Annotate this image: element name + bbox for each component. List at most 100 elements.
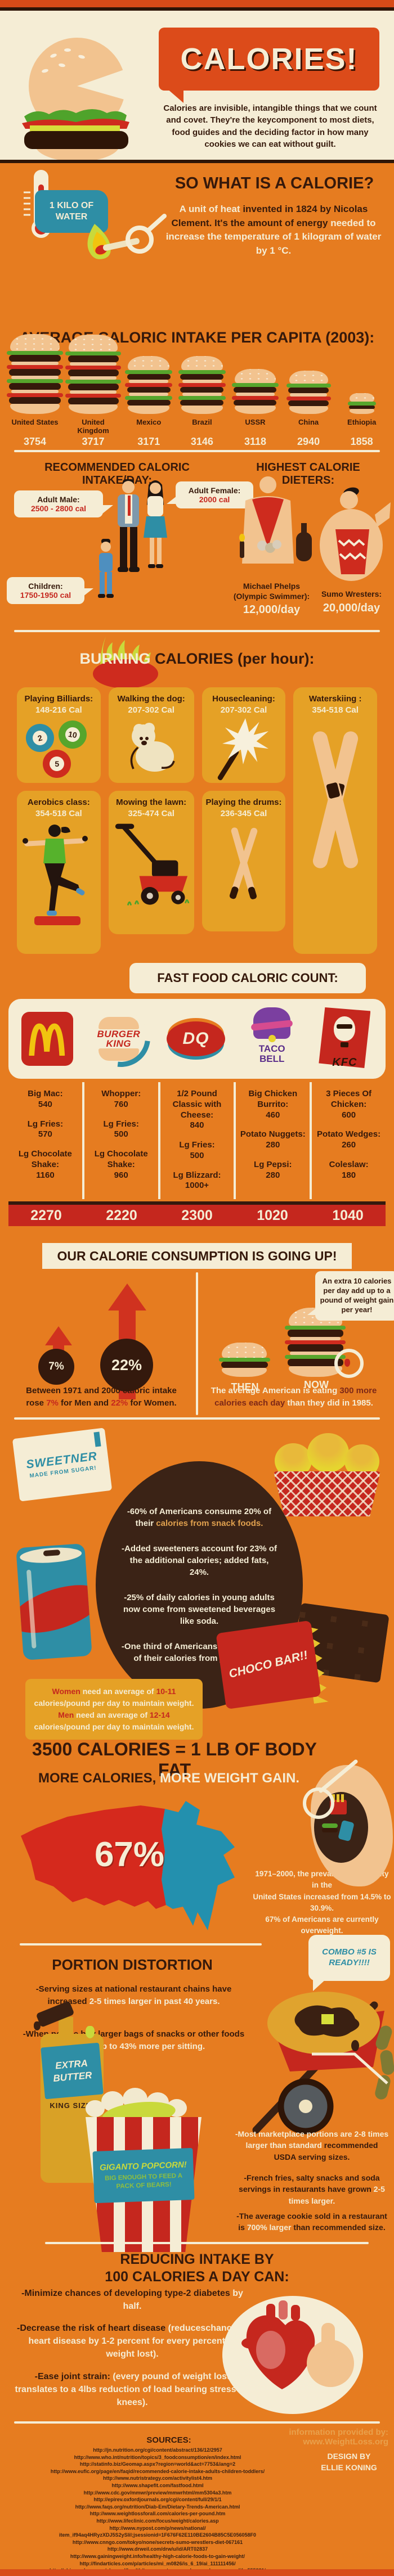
card-dog: Walking the dog: 207-302 Cal xyxy=(108,687,194,783)
seg-highlight: 2-5 times larger. xyxy=(288,2185,385,2205)
item-label: Big Mac: xyxy=(28,1089,63,1098)
header-section: CALORIES! Calories are invisible, intang… xyxy=(0,11,394,161)
activity-name: Walking the dog: xyxy=(117,694,185,704)
callout-text: An extra 10 calories per day add up to a… xyxy=(320,1277,394,1314)
reducing-bullet-1: -Minimize chances of developing type-2 d… xyxy=(20,2287,245,2313)
divider xyxy=(14,2421,380,2424)
burger-king-logo: BURGER KING xyxy=(89,1010,148,1068)
colonel-face-icon xyxy=(334,1016,356,1041)
sumo-name: Sumo Wresters: xyxy=(321,589,382,598)
seg-highlight: calories from snack foods. xyxy=(156,1519,263,1528)
soda-can-icon xyxy=(16,1543,92,1661)
match-flame-icon xyxy=(87,214,167,259)
divider xyxy=(14,1417,380,1420)
sumo-value: 20,000/day xyxy=(323,601,380,614)
page-title: CALORIES! xyxy=(180,42,358,76)
item-label: Potato Nuggets: xyxy=(240,1129,306,1140)
sumo-icon xyxy=(320,487,391,581)
country-label: China xyxy=(298,418,319,426)
item-label: Lg Blizzard: xyxy=(173,1170,221,1180)
item-label: Coleslaw: xyxy=(329,1159,369,1169)
item-label: 1/2 Pound Classic with Cheese: xyxy=(172,1089,222,1120)
country-label: Brazil xyxy=(192,418,212,426)
obesity-line-3: 67% of Americans are currently overweigh… xyxy=(265,1915,379,1935)
activity-calories: 325-474 Cal xyxy=(128,809,174,818)
total-kfc: 1040 xyxy=(332,1207,364,1223)
heart-icon xyxy=(241,2300,354,2389)
dq-text: DQ xyxy=(182,1029,209,1048)
seg-highlight: Men xyxy=(58,1710,74,1719)
activity-name: Housecleaning: xyxy=(212,694,275,704)
portion-title: PORTION DISTORTION xyxy=(52,1956,213,1973)
hamburger-icon xyxy=(286,371,331,414)
intake-column: United States 3754 xyxy=(7,334,63,448)
hamburger-icon xyxy=(231,369,279,414)
activity-calories: 236-345 Cal xyxy=(220,809,267,818)
item-value: 500 xyxy=(190,1150,204,1160)
card-billiards: Playing Billiards: 148-216 Cal 2 10 5 xyxy=(17,687,101,783)
item-value: 540 xyxy=(38,1099,52,1109)
combo-line-1: COMBO #5 IS xyxy=(322,1947,377,1957)
item-value: 840 xyxy=(190,1120,204,1131)
phelps-role: (Olympic Swimmer): xyxy=(233,591,310,601)
then-label: THEN xyxy=(231,1381,259,1393)
dieters-title: HIGHEST CALORIE DIETERS: xyxy=(256,461,360,487)
seg: than they did in 1985. xyxy=(285,1398,373,1408)
country-label: USSR xyxy=(245,418,266,426)
children-value: 1750-1950 cal xyxy=(20,591,71,600)
design-line-1: DESIGN BY xyxy=(327,2452,371,2461)
what-is-calorie-text: A unit of heat invented in 1824 by Nicol… xyxy=(162,202,385,258)
item-value: 500 xyxy=(114,1129,128,1140)
activity-name: Playing Billiards: xyxy=(24,694,93,704)
bottom-band xyxy=(0,2569,394,2576)
wheelbarrow-icon xyxy=(252,1992,394,2134)
item-value: 1160 xyxy=(36,1170,55,1180)
snack-bullet-3: -25% of daily calories in young adults n… xyxy=(123,1593,276,1626)
women-percent: 22% xyxy=(111,1356,142,1373)
country-value: 3717 xyxy=(82,436,105,447)
seg-highlight: 12-14 xyxy=(149,1710,170,1719)
seg-highlight: 22% xyxy=(111,1398,128,1408)
intro-text: Calories are invisible, intangible thing… xyxy=(163,103,377,149)
extra-calories-callout: An extra 10 calories per day add up to a… xyxy=(307,1271,394,1321)
phelps-label: Michael Phelps (Olympic Swimmer): 12,000… xyxy=(225,582,318,616)
portion-bullet-5: -The average cookie sold in a restaurant… xyxy=(234,2210,390,2233)
seg-highlight: 7% xyxy=(46,1398,59,1408)
seg-highlight: (reduceschance of heart disease by 1-2 p… xyxy=(28,2323,248,2359)
seg-highlight: MORE WEIGHT GAIN. xyxy=(160,1771,299,1786)
consumption-title-text: OUR CALORIE CONSUMPTION IS GOING UP! xyxy=(57,1248,337,1263)
tb-text-top: TACO xyxy=(258,1043,285,1054)
activity-calories: 354-518 Cal xyxy=(312,705,359,715)
card-housecleaning: Housecleaning: 207-302 Cal xyxy=(202,687,286,783)
connector-line xyxy=(312,2052,388,2084)
popcorn-label-2: BIG ENOUGH TO FEED A PACK OF BEARS! xyxy=(104,2172,183,2190)
children-label: Children: xyxy=(28,582,63,591)
dog-icon xyxy=(130,723,175,772)
activity-calories: 207-302 Cal xyxy=(128,705,174,715)
hamburger-icon xyxy=(347,393,376,414)
obesity-line-2: United States increased from 14.5% to 30… xyxy=(253,1892,391,1912)
adult-female-bubble: Adult Female: 2000 cal xyxy=(167,481,253,508)
seg: MORE CALORIES, xyxy=(38,1771,160,1786)
choco-bar-icon: CHOCO BAR!! xyxy=(216,1602,389,1710)
country-label: United States xyxy=(11,418,59,426)
mini-burger-icon xyxy=(322,1823,338,1828)
bodyfat-headline: 3500 CALORIES = 1 LB OF BODY FAT xyxy=(32,1739,317,1780)
heart-circle xyxy=(222,2296,363,2414)
title-bubble: CALORIES! xyxy=(159,28,379,103)
seg: Between 1971 and 2000 caloric intake ros… xyxy=(26,1386,177,1408)
sources-list: http://jn.nutrition.org/cgi/content/abst… xyxy=(11,2447,304,2574)
vertical-divider xyxy=(196,1272,198,1415)
item-label: Big Chicken Burrito: xyxy=(248,1089,298,1109)
item-label: Lg Chocolate Shake: xyxy=(18,1149,72,1169)
magnifier-ring-icon xyxy=(334,1349,364,1378)
flame-icon xyxy=(93,637,158,688)
drip-icon xyxy=(34,2021,41,2030)
country-value: 2940 xyxy=(297,436,320,447)
total-dq: 2300 xyxy=(181,1207,213,1223)
body-silhouette-icon xyxy=(311,1765,393,1886)
source-line: http://www.cdc.gov/mmwr/preview/mmwrhtml… xyxy=(83,2489,232,2496)
recommended-title: RECOMMENDED CALORIC INTAKE/DAY: xyxy=(44,461,190,487)
tb-text-bottom: BELL xyxy=(259,1053,285,1064)
country-label: Mexico xyxy=(136,418,162,426)
